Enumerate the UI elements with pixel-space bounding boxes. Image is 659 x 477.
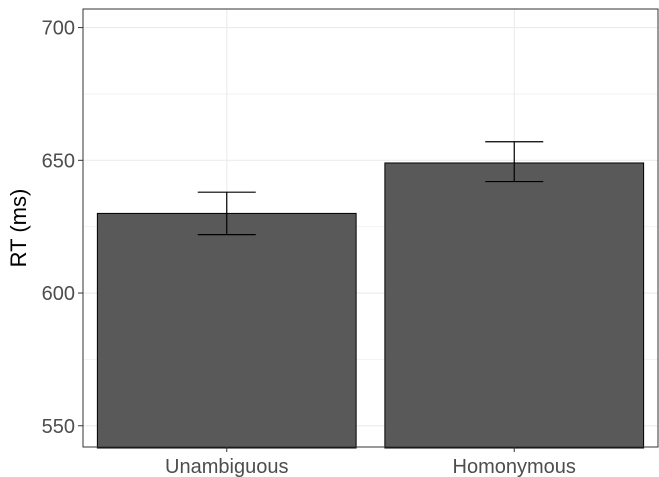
x-axis-ticks: Unambiguous Homonymous (165, 447, 576, 477)
y-tick-label: 550 (42, 416, 75, 438)
bar-homonymous (384, 162, 645, 449)
y-axis-ticks: 550 600 650 700 (42, 18, 83, 438)
y-tick-label: 700 (42, 18, 75, 40)
y-tick-label: 600 (42, 283, 75, 305)
bars (96, 162, 645, 449)
x-tick-label: Unambiguous (165, 456, 288, 477)
panel-border (82, 8, 659, 448)
error-bars (197, 141, 544, 236)
bar-unambiguous (96, 212, 357, 449)
y-axis-title: RT (ms) (6, 189, 31, 268)
x-tick-label: Homonymous (453, 456, 576, 477)
y-tick-label: 650 (42, 150, 75, 172)
